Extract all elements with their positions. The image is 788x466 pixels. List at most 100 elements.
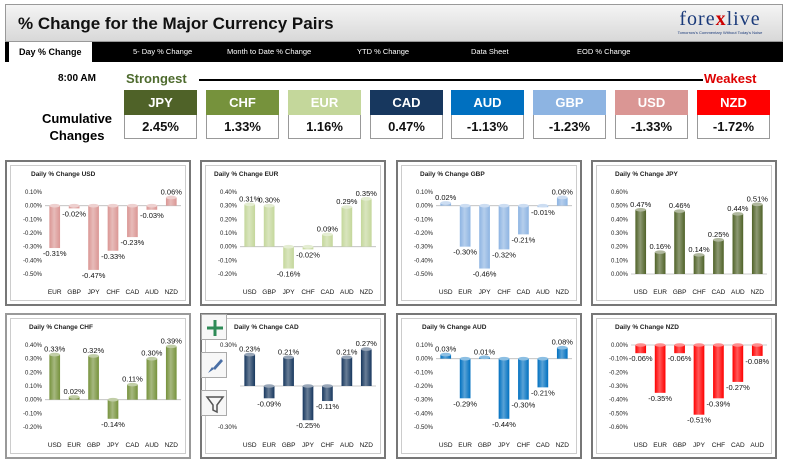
chart-title: Daily % Change JPY xyxy=(615,171,678,178)
bar-chf xyxy=(322,386,333,402)
tab-ytd-change[interactable]: YTD % Change xyxy=(357,47,410,56)
category-label: USD xyxy=(439,289,453,296)
bar-chf xyxy=(107,205,119,251)
tab-data-sheet[interactable]: Data Sheet xyxy=(471,47,509,56)
category-label: CAD xyxy=(536,442,550,449)
category-label: JPY xyxy=(88,289,101,296)
tab-month-to-date[interactable]: Month to Date % Change xyxy=(227,47,312,56)
y-tick-label: -0.30% xyxy=(414,245,434,251)
bar-cap xyxy=(713,343,724,347)
chart-panel-usd[interactable]: Daily % Change USD 0.10% 0.00% -0.10% -0.20… xyxy=(5,160,191,306)
bar-cap xyxy=(165,195,177,200)
chart-panel-jpy[interactable]: Daily % Change JPY 0.60% 0.50% 0.40% 0.30% 0… xyxy=(591,160,777,306)
data-label: 0.44% xyxy=(727,204,749,213)
y-tick-label: -0.30% xyxy=(218,425,238,431)
category-label: EUR xyxy=(458,289,472,296)
y-tick-label: 0.00% xyxy=(416,357,434,363)
bar-aud xyxy=(751,345,763,356)
tab-bar: Day % Change 5- Day % Change Month to Da… xyxy=(5,42,783,62)
category-label: EUR xyxy=(653,289,667,296)
category-label: NZD xyxy=(556,442,570,449)
y-tick-label: 0.10% xyxy=(416,190,434,196)
chart-area: Daily % Change JPY 0.60% 0.50% 0.40% 0.30% 0… xyxy=(596,165,772,301)
bar-jpy xyxy=(302,386,314,421)
category-label: GBP xyxy=(478,442,492,449)
y-tick-label: 0.00% xyxy=(220,245,238,251)
bar-cad xyxy=(537,358,549,388)
chart-panel-gbp[interactable]: Daily % Change GBP 0.10% 0.00% -0.10% -0.20… xyxy=(396,160,582,306)
bar-cap xyxy=(107,397,119,402)
pair-value: -1.72% xyxy=(697,115,770,139)
bar-cap xyxy=(263,384,275,388)
bar-cap xyxy=(49,203,61,208)
y-tick-label: -0.10% xyxy=(23,411,43,417)
category-label: USD xyxy=(243,442,257,449)
bar-cap xyxy=(107,203,119,208)
bar-cap xyxy=(498,203,510,208)
data-label: -0.51% xyxy=(687,416,711,425)
chart-styles-button[interactable] xyxy=(201,352,227,378)
data-label: 0.30% xyxy=(141,349,163,358)
y-tick-label: 0.00% xyxy=(416,204,434,210)
category-label: GBP xyxy=(67,289,81,296)
pair-name: EUR xyxy=(288,90,361,115)
chart-panel-nzd[interactable]: Daily % Change NZD 0.00% -0.10% -0.20% -0.3… xyxy=(591,313,777,459)
header: % Change for the Major Currency Pairs fo… xyxy=(0,0,788,62)
chart-title: Daily % Change CAD xyxy=(234,324,299,331)
bar-gbp xyxy=(674,345,685,354)
category-label: CHF xyxy=(301,289,314,296)
data-label: -0.21% xyxy=(512,235,536,244)
chart-panel-cad[interactable]: Daily % Change CAD 0.30% -0.30% 0.23% USD -0… xyxy=(200,313,386,459)
tab-day-change[interactable]: Day % Change xyxy=(9,42,92,62)
pair-value: -1.33% xyxy=(615,115,688,139)
bar-cap xyxy=(751,202,763,207)
data-label: 0.33% xyxy=(44,345,66,354)
chart-area: Daily % Change NZD 0.00% -0.10% -0.20% -0.3… xyxy=(596,318,772,454)
chart-title: Daily % Change EUR xyxy=(214,171,279,178)
bar-cap xyxy=(479,203,490,208)
data-label: 0.01% xyxy=(474,347,496,356)
category-label: CAD xyxy=(517,289,531,296)
chart-panel-aud[interactable]: Daily % Change AUD 0.10% 0.00% -0.10% -0.20… xyxy=(396,313,582,459)
chart-area: Daily % Change AUD 0.10% 0.00% -0.10% -0.20… xyxy=(401,318,577,454)
y-tick-label: 0.10% xyxy=(25,384,43,390)
bar-cap xyxy=(360,197,372,201)
category-label: CAD xyxy=(126,442,140,449)
bar-nzd xyxy=(556,347,568,359)
bar-cap xyxy=(127,203,138,208)
tab-5-day-change[interactable]: 5- Day % Change xyxy=(133,47,193,56)
pair-jpy: JPY 2.45% xyxy=(124,90,197,139)
bar-cap xyxy=(88,354,99,358)
y-tick-label: -0.50% xyxy=(414,272,434,278)
bar-eur xyxy=(459,358,471,399)
category-label: GBP xyxy=(262,289,276,296)
data-label: 0.21% xyxy=(278,347,300,356)
chart-panel-eur[interactable]: Daily % Change EUR 0.40% 0.30% 0.20% 0.10% 0… xyxy=(200,160,386,306)
pair-gbp: GBP -1.23% xyxy=(533,90,606,139)
pair-usd: USD -1.33% xyxy=(615,90,688,139)
data-label: 0.47% xyxy=(630,200,652,209)
bar-chart-chf: 0.40% 0.30% 0.20% 0.10% 0.00% -0.10% -0.20% 0.3… xyxy=(23,336,182,449)
y-tick-label: -0.20% xyxy=(23,425,43,431)
bar-cap xyxy=(440,352,452,357)
data-label: -0.31% xyxy=(43,249,67,258)
bar-cap xyxy=(751,343,763,347)
chart-filters-button[interactable] xyxy=(201,390,227,416)
page-title: % Change for the Major Currency Pairs xyxy=(18,14,334,33)
bar-jpy xyxy=(88,205,99,270)
pair-value: -1.23% xyxy=(533,115,606,139)
y-tick-label: -0.40% xyxy=(609,398,629,404)
bar-cap xyxy=(165,344,177,349)
chart-panel-chf[interactable]: Daily % Change CHF 0.40% 0.30% 0.20% 0.10% 0… xyxy=(5,313,191,459)
bar-aud xyxy=(341,357,353,386)
y-tick-label: -0.40% xyxy=(23,258,43,264)
category-label: NZD xyxy=(360,442,374,449)
chart-elements-button[interactable] xyxy=(201,314,227,340)
pair-name: CHF xyxy=(206,90,279,115)
category-label: AUD xyxy=(731,289,745,296)
bar-cad xyxy=(732,345,744,382)
bar-chart-nzd: 0.00% -0.10% -0.20% -0.30% -0.40% -0.50% -0.60… xyxy=(609,343,770,449)
bar-jpy xyxy=(107,399,119,419)
pair-name: GBP xyxy=(533,90,606,115)
tab-eod-change[interactable]: EOD % Change xyxy=(577,47,631,56)
